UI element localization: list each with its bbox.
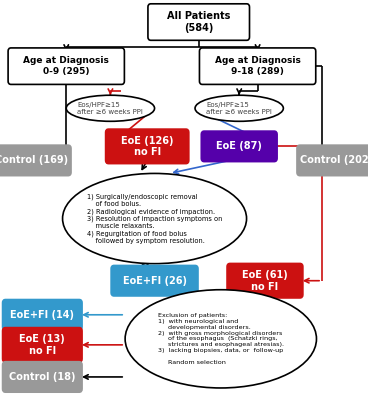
- Text: 1) Surgically/endoscopic removal
    of food bolus.
2) Radiological evidence of : 1) Surgically/endoscopic removal of food…: [87, 194, 222, 243]
- FancyBboxPatch shape: [106, 129, 189, 164]
- Ellipse shape: [63, 173, 247, 264]
- Text: Control (18): Control (18): [9, 372, 75, 382]
- Text: EoE (61)
no FI: EoE (61) no FI: [242, 270, 288, 292]
- Text: EoE (126)
no FI: EoE (126) no FI: [121, 136, 173, 157]
- FancyBboxPatch shape: [201, 131, 277, 162]
- Text: Control (169): Control (169): [0, 156, 68, 165]
- FancyBboxPatch shape: [3, 362, 82, 392]
- Text: Eos/HPF≥15
after ≥6 weeks PPI: Eos/HPF≥15 after ≥6 weeks PPI: [77, 102, 144, 115]
- Text: Eos/HPF≥15
after ≥6 weeks PPI: Eos/HPF≥15 after ≥6 weeks PPI: [206, 102, 272, 115]
- Text: EoE+FI (26): EoE+FI (26): [123, 276, 187, 286]
- FancyBboxPatch shape: [199, 48, 316, 85]
- FancyBboxPatch shape: [3, 328, 82, 362]
- Ellipse shape: [195, 95, 283, 121]
- FancyBboxPatch shape: [227, 263, 303, 298]
- Text: EoE+FI (14): EoE+FI (14): [10, 310, 74, 320]
- FancyBboxPatch shape: [3, 300, 82, 330]
- FancyBboxPatch shape: [148, 4, 250, 41]
- FancyBboxPatch shape: [111, 265, 198, 296]
- Text: Exclusion of patients:
1)  with neurological and
     developmental disorders.
2: Exclusion of patients: 1) with neurologi…: [158, 313, 284, 365]
- Text: Age at Diagnosis
0-9 (295): Age at Diagnosis 0-9 (295): [23, 57, 109, 76]
- Text: Control (202): Control (202): [300, 156, 368, 165]
- Text: All Patients
(584): All Patients (584): [167, 11, 230, 33]
- Text: EoE (13)
no FI: EoE (13) no FI: [20, 334, 65, 356]
- Ellipse shape: [125, 290, 316, 388]
- FancyBboxPatch shape: [0, 145, 71, 176]
- Text: Age at Diagnosis
9-18 (289): Age at Diagnosis 9-18 (289): [215, 57, 301, 76]
- Ellipse shape: [66, 95, 155, 121]
- FancyBboxPatch shape: [8, 48, 124, 85]
- FancyBboxPatch shape: [297, 145, 368, 176]
- Text: EoE (87): EoE (87): [216, 142, 262, 151]
